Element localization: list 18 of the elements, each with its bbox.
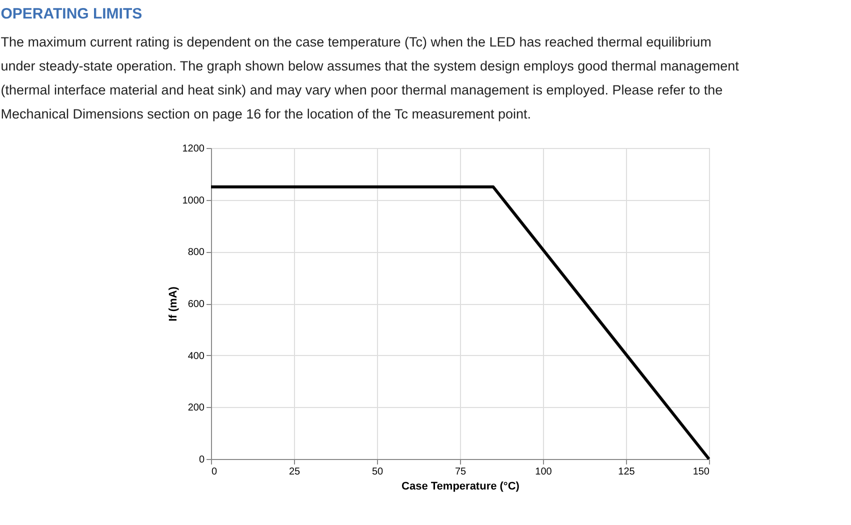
y-tick-label: 400: [188, 350, 205, 362]
chart-subtitle: The maximum current rating is dependent on the case temperature (Tc) when the LED has reached thermal equilibrium under steady-state operation. The graph shown below assumes that the system design employs good thermal management (thermal interface material and heat sink) and may vary when poor thermal management is employed. Please refer to the Mechanical Dimensions section on page 16 for the location of the Tc measurement point.: [0, 34, 740, 122]
x-tick-label: 0: [212, 466, 218, 478]
y-tick-label: 800: [188, 247, 205, 258]
text: OPERATING LIMITS: [0, 6, 142, 22]
x-tick-label: 25: [288, 466, 300, 478]
x-tick-label: 75: [454, 466, 466, 478]
x-axis-title: Case Temperature (°C): [402, 480, 520, 492]
y-tick-label: 600: [188, 299, 205, 310]
y-tick-label: 0: [198, 454, 205, 466]
x-tick-label: 50: [372, 466, 384, 478]
x-tick-label: 100: [535, 466, 552, 478]
x-tick-label: 125: [618, 466, 636, 478]
y-tick-label: 200: [188, 402, 205, 414]
x-tick-label: 150: [692, 466, 710, 478]
y-tick-label: 1000: [182, 195, 205, 206]
y-tick-label: 1200: [182, 144, 205, 154]
y-axis-title: If (mA): [167, 286, 180, 322]
